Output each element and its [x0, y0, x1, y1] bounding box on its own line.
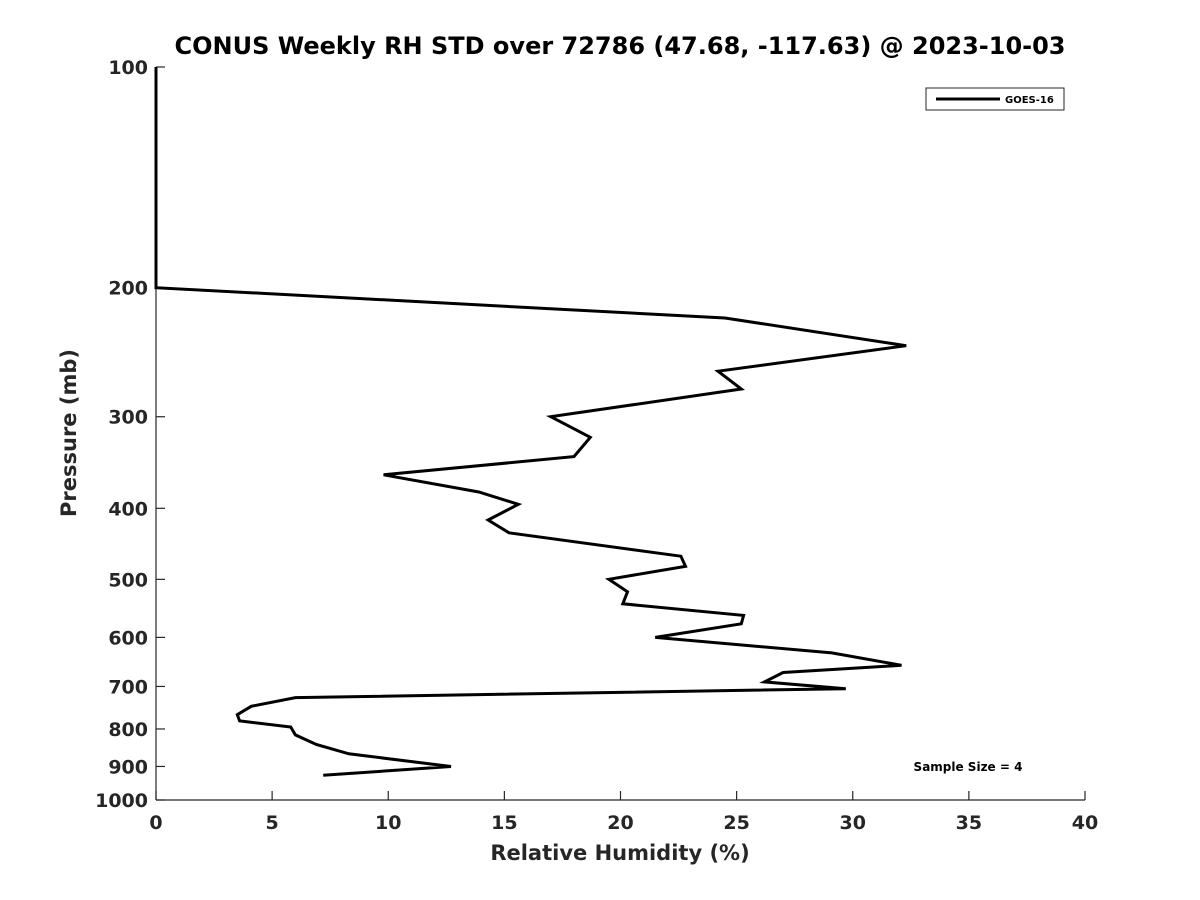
legend: GOES-16: [925, 87, 1065, 111]
x-tick-label: 0: [149, 812, 162, 834]
x-tick-label: 15: [491, 812, 517, 834]
x-tick-label: 10: [375, 812, 401, 834]
x-ticks: 0 5 10 15 20 25 30 35 40: [149, 791, 1098, 834]
legend-label: GOES-16: [1005, 95, 1054, 106]
axes: [155, 67, 1085, 801]
y-tick-label: 500: [108, 569, 148, 591]
y-tick-label: 200: [108, 278, 148, 300]
x-tick-label: 40: [1072, 812, 1098, 834]
x-tick-label: 25: [723, 812, 749, 834]
x-tick-label: 20: [607, 812, 633, 834]
y-tick-label: 100: [108, 57, 148, 79]
y-tick-label: 400: [108, 498, 148, 520]
y-tick-label: 700: [108, 676, 148, 698]
y-axis-label: Pressure (mb): [57, 349, 81, 517]
series-line-1: [154, 67, 907, 777]
chart-title: CONUS Weekly RH STD over 72786 (47.68, -…: [174, 32, 1065, 60]
y-tick-label: 300: [108, 407, 148, 429]
x-tick-label: 30: [840, 812, 866, 834]
y-tick-label: 800: [108, 719, 148, 741]
sample-size-annotation: Sample Size = 4: [914, 760, 1023, 774]
x-axis-label: Relative Humidity (%): [490, 841, 749, 865]
y-tick-label: 900: [108, 756, 148, 778]
series-group: [154, 67, 907, 777]
x-tick-label: 35: [956, 812, 982, 834]
y-tick-label: 1000: [95, 790, 148, 812]
x-tick-label: 5: [266, 812, 279, 834]
y-ticks: 100 200 300 400 500 600 700 800 900 1000: [95, 57, 165, 812]
y-tick-label: 600: [108, 627, 148, 649]
